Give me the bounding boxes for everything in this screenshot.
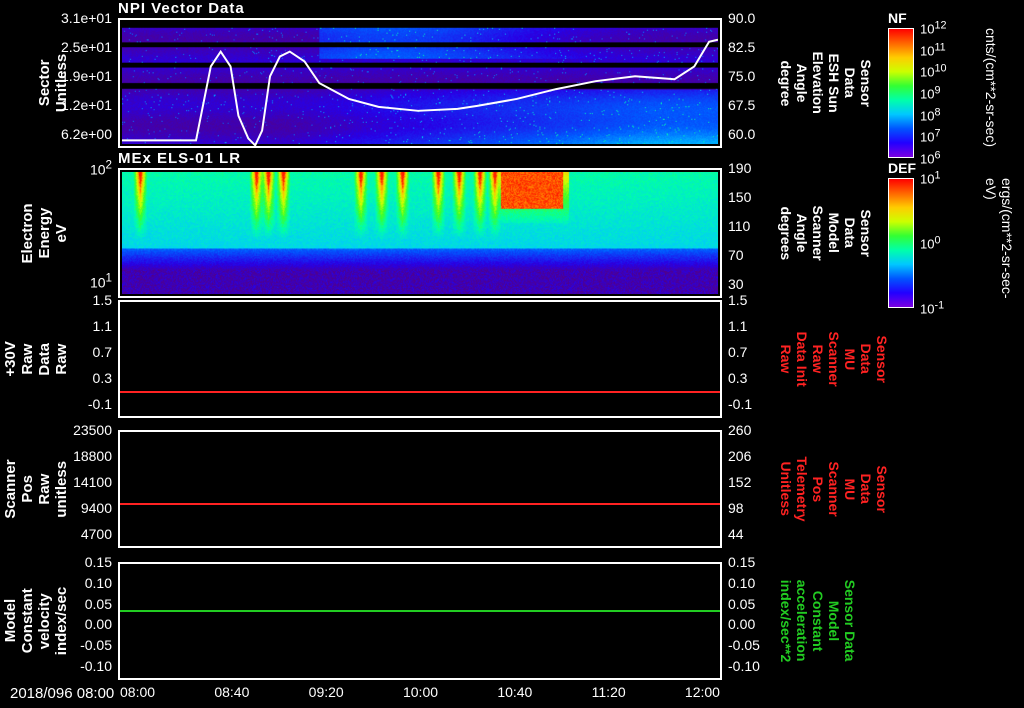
ylabels-30v-right: 1.5 1.1 0.7 0.3 -0.1 [728, 300, 752, 418]
panel-title-els01: MEx ELS-01 LR [118, 150, 241, 167]
panel-scanner-pos: Sensor Data Model Scanner Pos Raw unitle… [118, 430, 722, 548]
axis-title-scanner-pos-telemetry: Sensor Data MU Scanner Pos Telemetry Uni… [778, 456, 890, 521]
els01-plot-area[interactable] [118, 168, 722, 298]
axis-title-model-constant-vel: Sensor Data Model Constant velocity inde… [0, 587, 70, 655]
panel-scanner-30v: Sensor Data MU Scanner +30V Raw Data Raw… [118, 300, 722, 418]
panel-mex-els01: MEx ELS-01 LR Electron Energy eV 102 - 1… [118, 168, 722, 298]
colorbar-def-gradient[interactable] [888, 178, 914, 308]
ylabels-els01-right: 190 150 110 70 30 [728, 168, 751, 298]
colorbar-def: DEF 101 100 10-1 ergs/(cm**2-sr-sec-eV) [888, 178, 1024, 308]
axis-title-electron-energy: Electron Energy eV [19, 201, 70, 266]
ylabels-30v-left: 1.5 1.1 0.7 0.3 -0.1 [88, 300, 112, 418]
scanner-30v-plot-area[interactable] [118, 300, 722, 418]
panel-title-npi: NPI Vector Data [118, 0, 245, 17]
colorbar-nf-label: NF [888, 10, 907, 26]
npi-plot-area[interactable] [118, 18, 722, 148]
scanner-pos-line [120, 503, 720, 505]
colorbar-def-label: DEF [888, 160, 916, 176]
scanner-30v-line [120, 391, 720, 393]
ylabels-vel-left: 0.15 0.10 0.05 0.00 -0.05 -0.10 [80, 562, 112, 680]
axis-title-scanner-raw-init: Sensor Data MU Scanner Raw Data Init Raw [778, 330, 890, 389]
ylabels-npi-left: 3.1e+01 2.5e+01 1.9e+01 1.2e+01 6.2e+00 [61, 18, 112, 148]
els01-spectrogram[interactable] [122, 172, 718, 294]
axis-title-model-constant-accel: Sensor Data Model Constant acceleration … [778, 580, 858, 663]
axis-title-scanner-30v: Sensor Data MU Scanner +30V Raw Data Raw [0, 329, 70, 388]
scanner-pos-plot-area[interactable] [118, 430, 722, 548]
ylabels-vel-right: 0.15 0.10 0.05 0.00 -0.05 -0.10 [728, 562, 760, 680]
ylabels-npi-right: 90.0 82.5 75.0 67.5 60.0 [728, 18, 755, 148]
model-constant-plot-area[interactable]: 08:00 08:40 09:20 10:00 10:40 11:20 12:0… [118, 562, 722, 680]
colorbar-def-units: ergs/(cm**2-sr-sec-eV) [983, 178, 1015, 308]
panel-npi-vector: NPI Vector Data Sector Unitless 3.1e+01 … [118, 18, 722, 148]
strip-chart-root: NPI Vector Data Sector Unitless 3.1e+01 … [0, 0, 1024, 708]
axis-title-scanner-pos: Sensor Data Model Scanner Pos Raw unitle… [0, 459, 70, 518]
colorbar-def-ticks: 101 100 10-1 [920, 178, 960, 308]
ylabels-pos-left: 23500 18800 14100 9400 4700 [73, 430, 112, 548]
colorbar-nf-units: cnts/(cm**2-sr-sec) [983, 28, 999, 158]
npi-spectrogram[interactable] [122, 22, 718, 144]
model-constant-line [120, 610, 720, 612]
start-date-label: 2018/096 08:00 [10, 685, 114, 702]
colorbar-nf-ticks: 1012 1011 1010 109 108 107 106 [920, 28, 960, 158]
colorbar-nf: NF 1012 1011 1010 109 108 107 106 cnts/(… [888, 28, 1024, 158]
ylabels-pos-right: 260 206 152 98 44 [728, 430, 751, 548]
panel-model-constant: Sensor Data Model Constant velocity inde… [118, 562, 722, 680]
axis-title-esh-elevation: Sensor Data ESH Sun Elevation Angle degr… [778, 51, 874, 116]
ylabels-els01-left: 102 - 101 [90, 168, 112, 298]
axis-title-model-scanner-angle: Sensor Data Model Scanner Angle degrees [778, 201, 874, 266]
colorbar-nf-gradient[interactable] [888, 28, 914, 158]
x-axis-ticks: 08:00 08:40 09:20 10:00 10:40 11:20 12:0… [120, 684, 720, 700]
